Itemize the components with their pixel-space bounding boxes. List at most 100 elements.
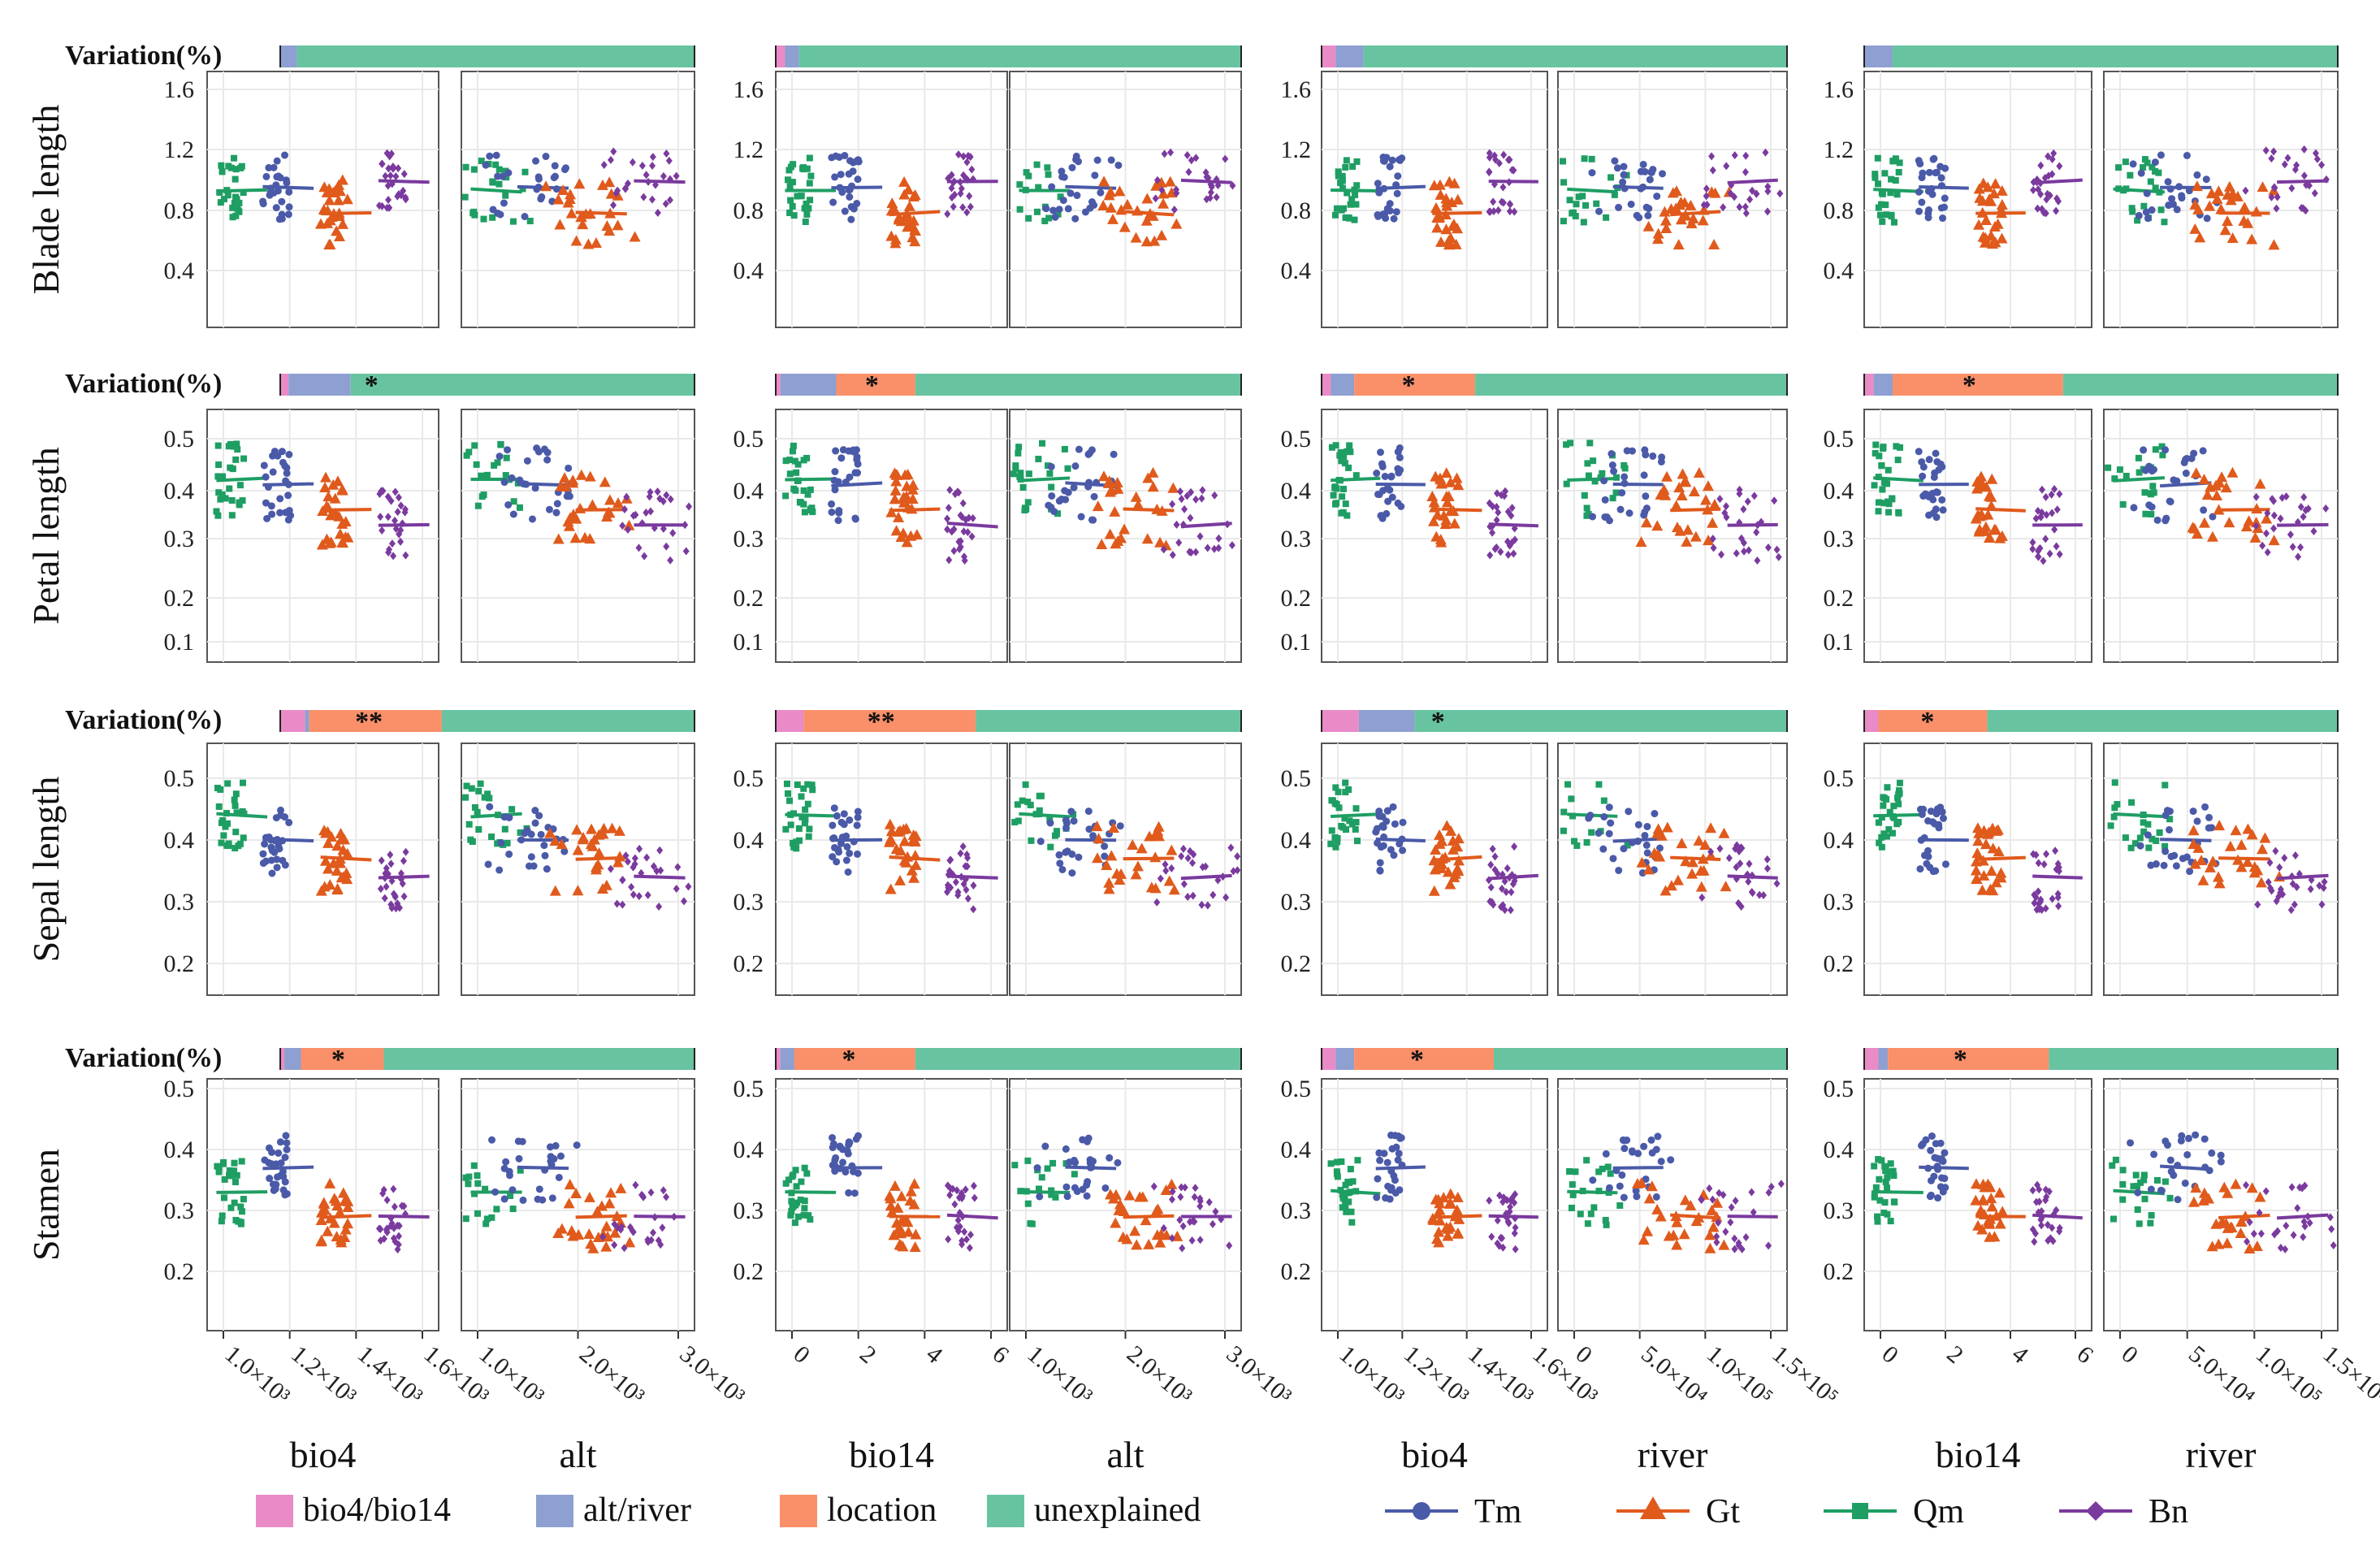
point-tm	[1620, 171, 1628, 179]
point-bn	[395, 493, 402, 502]
y-tick-label: 0.3	[733, 889, 764, 916]
point-qm	[1881, 170, 1889, 177]
regression-line-tm	[262, 184, 314, 190]
point-qm	[224, 780, 232, 787]
point-gt	[1970, 1178, 1982, 1189]
point-qm	[231, 1199, 238, 1206]
point-qm	[1017, 470, 1024, 477]
point-bn	[2270, 524, 2278, 533]
point-qm	[1568, 795, 1575, 803]
point-bn	[957, 189, 964, 198]
point-bn	[391, 516, 398, 525]
point-qm	[1888, 175, 1895, 183]
point-gt	[586, 823, 598, 834]
point-qm	[801, 205, 808, 212]
significance-mark: *	[1962, 370, 1976, 400]
point-gt	[1693, 834, 1705, 846]
point-gt	[1694, 864, 1707, 876]
point-gt	[1985, 195, 1997, 206]
point-qm	[1012, 465, 1019, 472]
point-gt	[1150, 180, 1162, 191]
point-gt	[1971, 822, 1984, 833]
point-gt	[1974, 523, 1986, 535]
point-bn	[1160, 1223, 1167, 1232]
point-qm	[2153, 1176, 2161, 1184]
point-qm	[803, 165, 811, 172]
point-gt	[1671, 1239, 1683, 1250]
point-qm	[2134, 1206, 2141, 1213]
point-bn	[636, 844, 643, 853]
point-gt	[2268, 535, 2280, 546]
point-bn	[2263, 529, 2270, 538]
point-bn	[397, 537, 405, 546]
point-bn	[2300, 1217, 2308, 1226]
point-tm	[2199, 447, 2207, 455]
point-gt	[1988, 1231, 2001, 1242]
point-tm	[281, 151, 289, 159]
point-tm	[830, 476, 838, 484]
point-tm	[560, 166, 569, 174]
point-gt	[336, 536, 348, 548]
point-qm	[1586, 439, 1594, 447]
regression-line-bn	[2277, 873, 2329, 881]
x-axis-label: bio4	[290, 1434, 357, 1475]
point-qm	[502, 192, 509, 199]
point-bn	[1191, 1193, 1198, 1201]
point-gt	[2223, 517, 2235, 528]
point-bn	[2252, 522, 2260, 530]
point-tm	[829, 1140, 837, 1148]
point-tm	[1930, 1172, 1938, 1180]
point-tm	[1647, 168, 1655, 176]
regression-line-tm	[262, 482, 314, 487]
point-qm	[785, 1176, 793, 1184]
point-tm	[852, 158, 860, 166]
point-gt	[1971, 483, 1983, 494]
point-qm	[786, 470, 794, 478]
point-tm	[1589, 513, 1597, 521]
point-qm	[1338, 1158, 1345, 1165]
point-gt	[1681, 535, 1693, 547]
point-qm	[217, 199, 224, 206]
point-tm	[502, 1158, 510, 1166]
point-tm	[831, 173, 839, 181]
point-gt	[2203, 1193, 2215, 1204]
point-bn	[944, 210, 951, 219]
point-qm	[1349, 1178, 1357, 1185]
point-gt	[1676, 838, 1688, 849]
point-tm	[508, 474, 516, 482]
point-gt	[907, 190, 920, 201]
y-tick-label: 0.4	[1824, 258, 1854, 284]
panel-frame	[775, 409, 1008, 663]
point-qm	[231, 154, 238, 162]
variation-segment	[776, 710, 804, 732]
point-bn	[1162, 866, 1170, 875]
point-qm	[225, 443, 232, 450]
regression-line-bn	[1727, 874, 1778, 880]
point-bn	[653, 867, 660, 876]
y-tick-label: 0.4	[733, 478, 764, 504]
point-gt	[1676, 489, 1688, 500]
point-gt	[337, 218, 349, 229]
regression-line-bn	[946, 874, 998, 880]
regression-line-gt	[320, 210, 372, 215]
point-gt	[569, 532, 582, 543]
point-qm	[1603, 1221, 1610, 1228]
point-bn	[1738, 1245, 1746, 1253]
point-qm	[809, 786, 816, 794]
y-tick-label: 0.8	[1824, 197, 1854, 224]
point-bn	[643, 171, 650, 180]
point-gt	[890, 1217, 902, 1228]
point-tm	[1376, 866, 1384, 874]
point-tm	[1101, 852, 1109, 860]
point-tm	[1376, 1156, 1384, 1164]
point-gt	[895, 530, 907, 542]
point-qm	[793, 845, 800, 852]
point-qm	[215, 1165, 223, 1172]
point-bn	[944, 514, 951, 523]
point-bn	[1179, 1222, 1187, 1231]
point-gt	[565, 207, 578, 219]
point-bn	[1202, 168, 1209, 177]
point-bn	[2274, 193, 2281, 201]
point-bn	[632, 510, 639, 519]
point-gt	[1985, 491, 1997, 502]
